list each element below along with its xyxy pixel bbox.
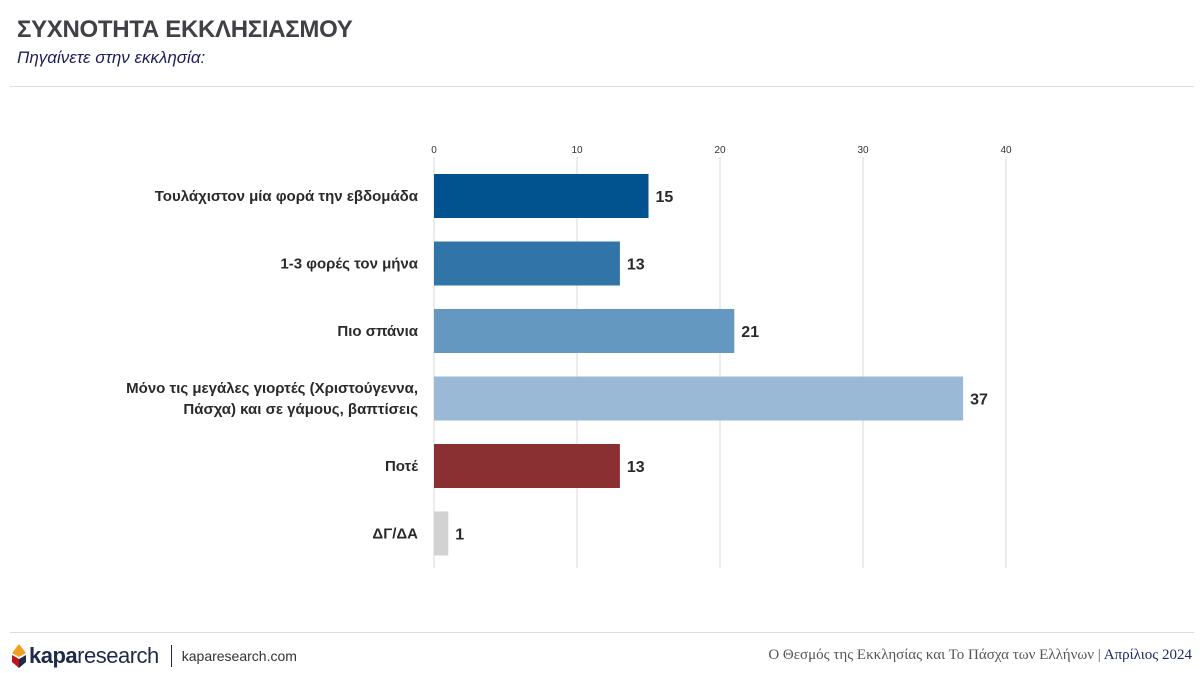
header-divider xyxy=(10,86,1194,87)
company-logo[interactable]: kapa research kaparesearch.com xyxy=(12,642,297,670)
category-label: Πιο σπάνια xyxy=(337,323,418,340)
category-label: Τουλάχιστον μία φορά την εβδομάδα xyxy=(155,188,419,205)
category-label: Μόνο τις μεγάλες γιορτές (Χριστούγεννα, xyxy=(126,380,418,397)
category-label: 1-3 φορές τον μήνα xyxy=(280,256,418,273)
bar-value-label: 21 xyxy=(741,324,759,341)
bar-value-label: 37 xyxy=(970,392,988,409)
x-tick-label: 40 xyxy=(1000,145,1012,156)
bar-value-label: 13 xyxy=(627,257,645,274)
bar-value-label: 13 xyxy=(627,459,645,476)
report-title: Ο Θεσμός της Εκκλησίας και Το Πάσχα των … xyxy=(768,647,1095,663)
page-subtitle: Πηγαίνετε στην εκκλησία: xyxy=(17,48,206,67)
category-label: Πάσχα) και σε γάμους, βαπτίσεις xyxy=(183,401,418,418)
bar xyxy=(434,309,735,353)
footer-divider xyxy=(10,632,1194,633)
logo-text-kapa: kapa xyxy=(29,643,78,668)
logo-text-research: research xyxy=(77,643,159,668)
bar xyxy=(434,444,620,488)
bar-value-label: 1 xyxy=(455,527,464,544)
x-tick-label: 30 xyxy=(857,145,869,156)
x-tick-label: 10 xyxy=(571,145,583,156)
bar xyxy=(434,376,964,421)
website-link[interactable]: kaparesearch.com xyxy=(181,648,297,664)
bar xyxy=(434,174,649,218)
report-separator: | xyxy=(1097,647,1101,663)
logo-icon xyxy=(12,644,26,668)
bar xyxy=(434,511,449,556)
x-tick-label: 20 xyxy=(714,145,726,156)
report-date: Απρίλιος 2024 xyxy=(1103,647,1192,663)
logo-separator xyxy=(170,645,172,667)
x-tick-label: 0 xyxy=(431,145,437,156)
page-title: ΣΥΧΝΟΤΗΤΑ ΕΚΚΛΗΣΙΑΣΜΟΥ xyxy=(17,16,353,43)
report-info: Ο Θεσμός της Εκκλησίας και Το Πάσχα των … xyxy=(768,647,1192,664)
category-label: Ποτέ xyxy=(385,458,418,475)
category-label: ΔΓ/ΔΑ xyxy=(372,526,418,543)
bar-value-label: 15 xyxy=(656,189,674,206)
bar xyxy=(434,241,620,286)
